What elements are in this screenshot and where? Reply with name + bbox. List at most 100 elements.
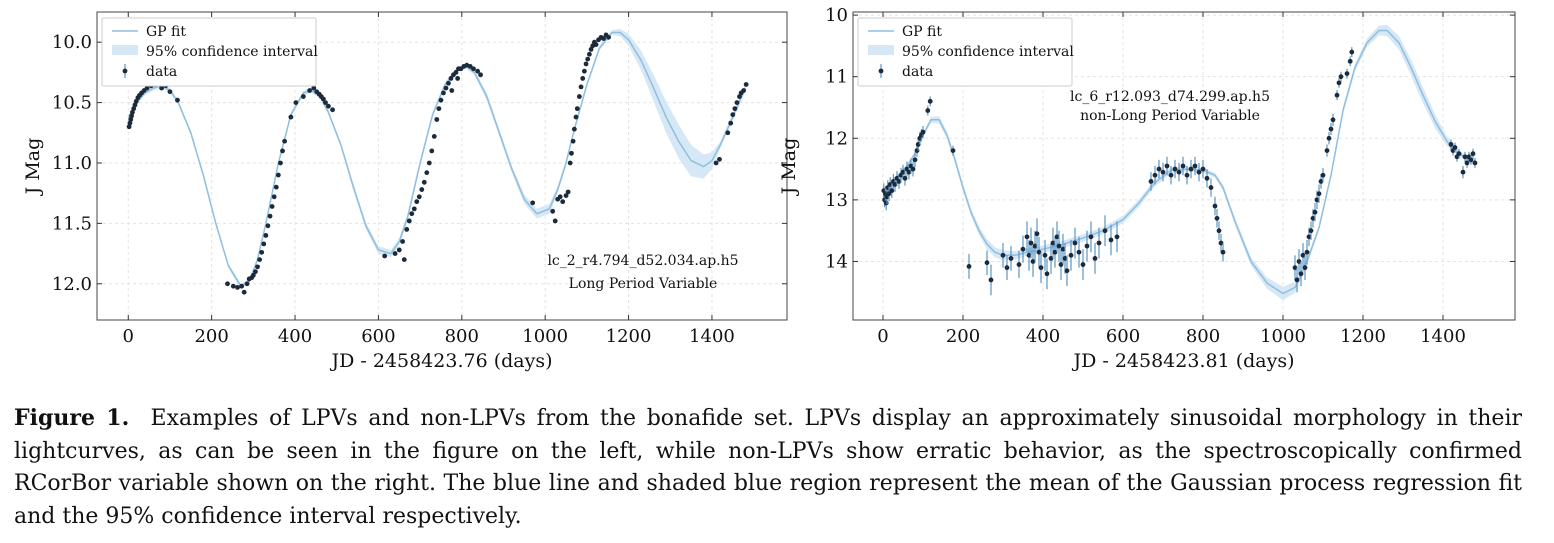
data-point [1184, 172, 1190, 178]
data-point [265, 223, 271, 229]
data-point [583, 61, 589, 67]
legend-band-swatch [868, 45, 894, 55]
data-point [441, 90, 446, 96]
data-point [448, 76, 454, 81]
data-point [426, 160, 432, 166]
data-point [530, 200, 536, 206]
figure-caption: Figure 1. Examples of LPVs and non-LPVs … [14, 402, 1522, 533]
data-point [1156, 166, 1162, 172]
data-point [419, 187, 425, 192]
data-point [235, 284, 240, 290]
y-tick-label: 11 [825, 67, 848, 88]
data-point [1114, 234, 1120, 240]
data-point [883, 200, 889, 206]
data-point [1080, 262, 1086, 267]
data-point [737, 94, 742, 99]
data-point [1318, 179, 1324, 184]
data-point [396, 247, 402, 253]
data-point [1326, 135, 1332, 141]
data-point [1148, 179, 1154, 184]
data-point [416, 194, 422, 200]
data-point [471, 66, 476, 72]
data-point [1472, 160, 1478, 166]
y-axis-label: J Mag [22, 138, 44, 197]
data-point [288, 114, 294, 120]
data-point [1220, 249, 1226, 255]
data-point [261, 241, 267, 247]
data-point [1020, 246, 1026, 252]
axes-frame [96, 11, 788, 321]
x-tick-label: 1400 [1420, 326, 1466, 347]
data-point [278, 160, 283, 166]
data-point [1044, 271, 1050, 277]
x-tick-label: 1200 [606, 326, 652, 347]
data-point [478, 72, 483, 78]
data-point [1072, 240, 1078, 246]
x-axis-label: JD - 2458423.81 (days) [1071, 350, 1294, 372]
chart-panel-1: 0 200 400 600 800 1000 1200 1400 10.0 10.5 11.0 11.… [22, 11, 788, 372]
data-point [241, 289, 247, 295]
data-point [1349, 49, 1355, 55]
data-point [1308, 228, 1314, 234]
data-point [1218, 240, 1224, 246]
x-tick-label: 1200 [1340, 326, 1386, 347]
data-point [273, 184, 279, 190]
legend-entry: data [902, 64, 933, 80]
data-point [1084, 243, 1090, 249]
data-point [293, 100, 299, 105]
data-point [401, 257, 407, 263]
data-point [1034, 231, 1040, 237]
data-point [392, 251, 398, 256]
data-point [1008, 256, 1014, 261]
x-axis-label: JD - 2458423.76 (days) [329, 350, 552, 372]
figure: 0 200 400 600 800 1000 1200 1400 10.0 10.5 11.0 11.… [22, 5, 1516, 372]
data-point [910, 166, 916, 172]
data-point [130, 109, 135, 115]
data-point [1448, 142, 1454, 147]
legend: GP fit 95% confidence interval data [857, 17, 1074, 87]
x-tick-label: 0 [877, 326, 888, 347]
data-point [585, 56, 591, 62]
data-point [1298, 271, 1304, 277]
y-tick-label: 12 [825, 128, 848, 149]
data-point [925, 108, 931, 113]
data-point [128, 117, 134, 122]
x-tick-label: 800 [445, 326, 479, 347]
y-tick-label: 10.5 [52, 93, 92, 114]
data-point [1330, 117, 1336, 123]
data-point [330, 107, 335, 113]
data-point [1292, 265, 1298, 271]
data-point [438, 97, 444, 103]
data-point [1058, 262, 1064, 267]
data-point [1312, 209, 1318, 215]
data-point [467, 63, 473, 69]
data-point [475, 68, 481, 74]
data-point [1016, 262, 1022, 267]
legend-data-swatch [122, 68, 128, 74]
data-point [1062, 256, 1068, 261]
data-point [406, 218, 412, 224]
data-point [1470, 151, 1476, 157]
data-point [563, 193, 569, 198]
data-point [728, 120, 734, 126]
legend-entry: 95% confidence interval [146, 44, 318, 60]
data-point [1032, 243, 1038, 249]
x-tick-label: 800 [1186, 326, 1220, 347]
data-point [253, 269, 258, 275]
data-point [1204, 175, 1210, 181]
data-point [1212, 203, 1218, 209]
axes-frame [852, 11, 1516, 321]
data-point [573, 114, 579, 120]
data-point [730, 112, 736, 118]
figure-canvas: 0 200 400 600 800 1000 1200 1400 10.0 10.5 11.0 11.… [22, 5, 1516, 372]
data-point [1096, 240, 1102, 246]
data-point [1172, 166, 1178, 172]
data-point [1334, 92, 1340, 98]
data-point [1056, 243, 1062, 249]
data-point [1030, 259, 1036, 264]
data-point [1036, 249, 1042, 255]
data-point [557, 194, 563, 200]
data-point [1038, 265, 1044, 271]
data-point [311, 85, 317, 91]
data-point [230, 283, 236, 289]
